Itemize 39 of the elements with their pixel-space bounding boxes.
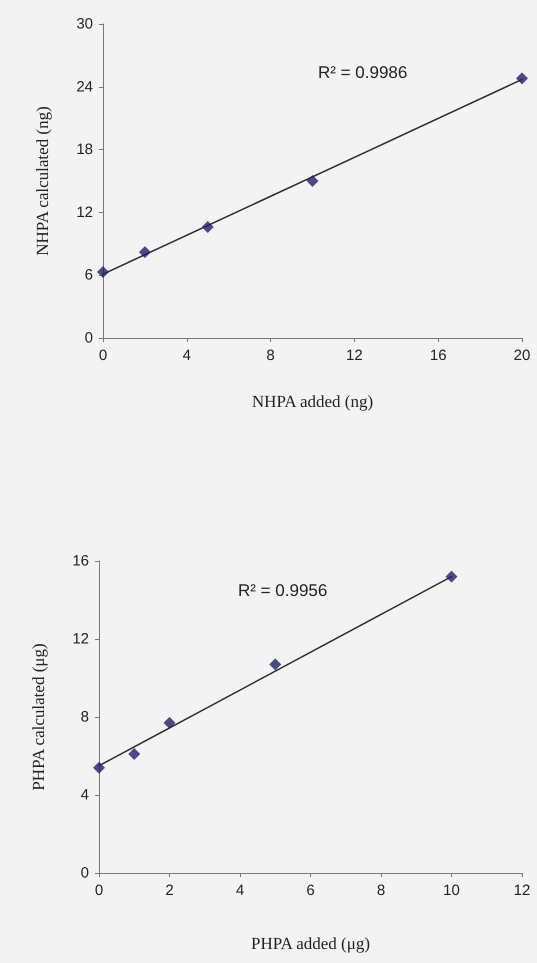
point — [93, 762, 105, 774]
x-axis-title: PHPA added (μg) — [251, 934, 370, 953]
x-tick-label: 8 — [266, 347, 275, 364]
x-tick-label: 20 — [514, 347, 530, 364]
annotation: R² = 0.9956 — [238, 581, 328, 600]
point — [97, 266, 109, 278]
x-tick-label: 4 — [182, 347, 191, 364]
y-tick-label: 24 — [76, 78, 93, 96]
point — [202, 221, 214, 234]
y-tick-label: 16 — [72, 552, 89, 570]
y-tick-label: 12 — [76, 204, 93, 221]
y-axis-title: PHPA calculated (μg) — [29, 643, 48, 791]
x-axis-title: NHPA added (ng) — [252, 392, 374, 411]
y-tick-label: 4 — [80, 786, 89, 804]
x-tick-label: 6 — [306, 882, 315, 899]
x-tick-label: 2 — [165, 882, 174, 899]
x-tick-label: 12 — [514, 882, 530, 899]
point — [128, 748, 140, 760]
x-tick-label: 12 — [346, 347, 363, 364]
point — [138, 246, 151, 258]
point — [164, 716, 176, 729]
point — [516, 72, 528, 84]
y-tick-label: 12 — [72, 630, 89, 648]
y-tick-label: 18 — [76, 141, 93, 158]
x-tick-label: 0 — [98, 347, 108, 364]
y-tick-label: 0 — [80, 864, 89, 882]
point — [269, 658, 282, 670]
y-tick-label: 0 — [84, 330, 93, 346]
x-tick-label: 10 — [443, 882, 460, 899]
y-tick-label: 6 — [84, 266, 93, 284]
y-tick-label: 8 — [80, 708, 89, 726]
x-tick-label: 8 — [376, 882, 386, 899]
x-tick-label: 4 — [236, 882, 244, 899]
annotation: R² = 0.9986 — [318, 63, 408, 82]
y-tick-label: 30 — [76, 16, 93, 32]
point — [306, 175, 318, 187]
x-tick-label: 16 — [430, 347, 447, 364]
y-axis-title: NHPA calculated (ng) — [33, 106, 52, 256]
point — [446, 570, 458, 583]
